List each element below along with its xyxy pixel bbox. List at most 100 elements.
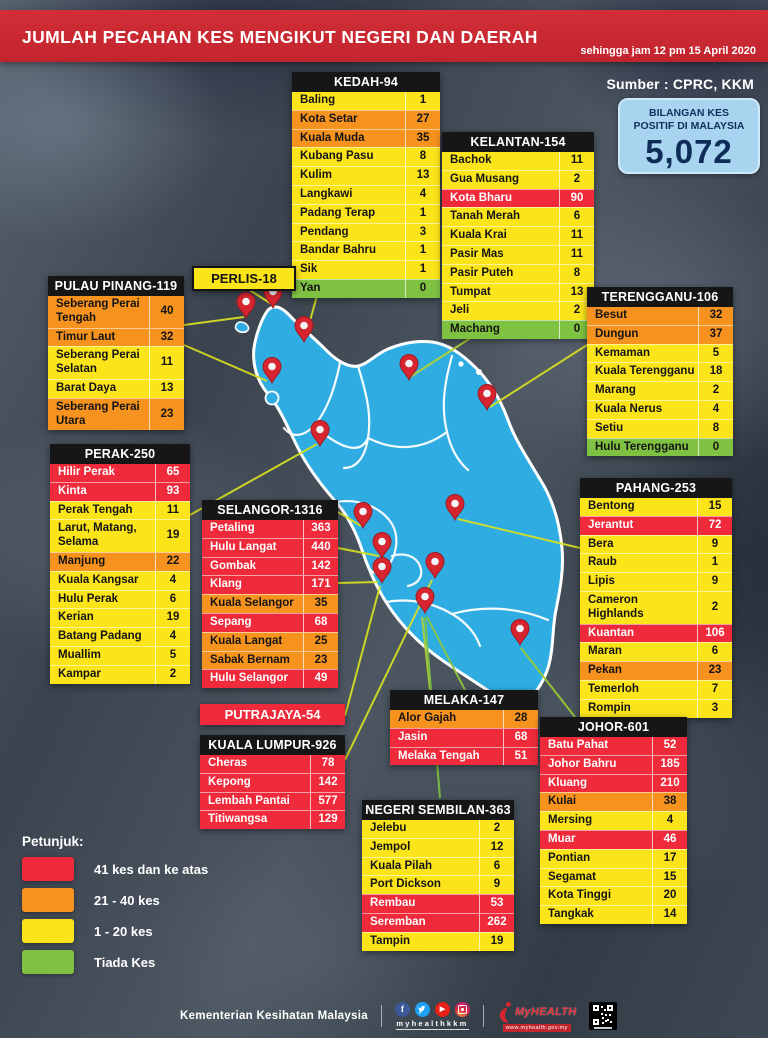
district-cases: 93: [155, 482, 190, 501]
legend-item: 41 kes dan ke atas: [22, 857, 208, 881]
state-table-title: TERENGGANU-106: [587, 287, 733, 307]
district-row: Tangkak 14: [540, 905, 687, 924]
header-banner: JUMLAH PECAHAN KES MENGIKUT NEGERI DAN D…: [0, 10, 768, 62]
district-row: Seberang Perai Tengah 40: [48, 296, 184, 328]
district-row: Machang 0: [442, 320, 594, 339]
social-block: f ▶ myhealthkkm: [394, 1002, 470, 1030]
ministry-name: Kementerian Kesihatan Malaysia: [180, 1010, 368, 1022]
district-row: Pontian 17: [540, 848, 687, 868]
district-row: Kubang Pasu 8: [292, 147, 440, 167]
map-pin: [477, 383, 497, 412]
legend-swatch-green: [22, 950, 74, 974]
district-name: Kuala Nerus: [595, 402, 663, 415]
district-name: Jerantut: [588, 518, 634, 531]
district-cases: 3: [697, 699, 732, 718]
district-cases: 18: [698, 363, 733, 382]
district-cases: 11: [559, 227, 594, 245]
district-row: Kota Tinggi 20: [540, 886, 687, 906]
district-row: Sabak Bernam 23: [202, 650, 338, 670]
district-name: Kuala Pilah: [370, 859, 432, 872]
district-row: Raub 1: [580, 553, 732, 573]
district-cases: 4: [405, 185, 440, 204]
state-table-pulau-pinang: PULAU PINANG-119 Seberang Perai Tengah 40 T…: [48, 276, 184, 431]
district-name: Kulai: [548, 795, 577, 808]
youtube-icon[interactable]: ▶: [434, 1002, 450, 1017]
district-cases: 6: [559, 208, 594, 227]
legend-item: Tiada Kes: [22, 950, 208, 974]
district-name: Sabak Bernam: [210, 653, 290, 666]
district-row: Pasir Puteh 8: [442, 263, 594, 283]
total-cases-value: 5,072: [645, 133, 733, 171]
district-name: Pontian: [548, 851, 591, 864]
district-row: Klang 171: [202, 575, 338, 595]
district-cases: 53: [479, 895, 514, 913]
district-name: Gua Musang: [450, 172, 520, 185]
district-name: Pasir Mas: [450, 247, 504, 260]
state-table-title: NEGERI SEMBILAN-363: [362, 800, 514, 820]
as-of-date: sehingga jam 12 pm 15 April 2020: [580, 45, 756, 57]
legend-swatch-orange: [22, 888, 74, 912]
district-cases: 185: [652, 755, 687, 774]
state-table-title: JOHOR-601: [540, 717, 687, 737]
instagram-icon[interactable]: [454, 1002, 470, 1017]
district-name: Gombak: [210, 559, 257, 572]
district-row: Seberang Perai Utara 23: [48, 397, 184, 431]
footer-divider: [380, 1005, 382, 1027]
district-row: Pekan 23: [580, 661, 732, 680]
district-name: Kubang Pasu: [300, 150, 374, 163]
district-row: Bachok 11: [442, 152, 594, 170]
district-cases: 52: [652, 737, 687, 755]
district-cases: 4: [155, 571, 190, 590]
district-cases: 22: [155, 552, 190, 571]
district-name: Machang: [450, 323, 500, 336]
district-row: Sepang 68: [202, 612, 338, 632]
district-row: Jelebu 2: [362, 820, 514, 838]
district-name: Melaka Tengah: [398, 749, 480, 762]
district-cases: 19: [155, 520, 190, 552]
district-cases: 25: [303, 632, 338, 651]
district-name: Kota Tinggi: [548, 889, 612, 902]
state-label-putrajaya: PUTRAJAYA-54: [200, 704, 345, 725]
twitter-icon[interactable]: [414, 1002, 430, 1017]
district-cases: 32: [149, 328, 184, 347]
district-cases: 210: [652, 774, 687, 793]
district-name: Langkawi: [300, 187, 353, 200]
district-cases: 6: [697, 643, 732, 662]
district-row: Mersing 4: [540, 811, 687, 830]
district-row: Jeli 2: [442, 301, 594, 321]
state-table-kedah: KEDAH-94 Baling 1 Kota Setar 27 Kuala Muda 35 K…: [292, 72, 440, 298]
district-row: Port Dickson 9: [362, 875, 514, 895]
district-name: Yan: [300, 281, 321, 294]
district-cases: 40: [149, 296, 184, 328]
district-row: Batu Pahat 52: [540, 737, 687, 755]
district-name: Seberang Perai Utara: [56, 400, 140, 427]
district-name: Pasir Puteh: [450, 266, 514, 279]
district-row: Dungun 37: [587, 324, 733, 344]
source-label: Sumber : CPRC, KKM: [606, 76, 754, 92]
district-row: Hilir Perak 65: [50, 464, 190, 482]
district-name: Lipis: [588, 575, 615, 588]
district-row: Kuala Terengganu 18: [587, 362, 733, 382]
district-name: Kuala Terengganu: [595, 365, 695, 378]
map-pin: [310, 419, 330, 448]
district-name: Muallim: [58, 648, 101, 661]
facebook-icon[interactable]: f: [394, 1002, 410, 1017]
total-cases-label: BILANGAN KES POSITIF DI MALAYSIA: [633, 107, 745, 132]
legend-label: 41 kes dan ke atas: [94, 861, 209, 877]
district-row: Temerloh 7: [580, 679, 732, 699]
district-cases: 35: [303, 595, 338, 613]
district-cases: 68: [503, 728, 538, 747]
district-name: Perak Tengah: [58, 503, 133, 516]
district-row: Kuala Selangor 35: [202, 594, 338, 613]
district-row: Larut, Matang, Selama 19: [50, 519, 190, 552]
district-cases: 142: [310, 773, 345, 792]
district-row: Jasin 68: [390, 727, 538, 747]
district-row: Manjung 22: [50, 551, 190, 571]
district-row: Gua Musang 2: [442, 169, 594, 189]
district-cases: 15: [652, 868, 687, 887]
district-name: Kampar: [58, 667, 101, 680]
district-name: Besut: [595, 309, 627, 321]
myhealth-swoosh-icon: [499, 1001, 511, 1023]
district-cases: 1: [405, 92, 440, 110]
district-cases: 46: [652, 830, 687, 849]
